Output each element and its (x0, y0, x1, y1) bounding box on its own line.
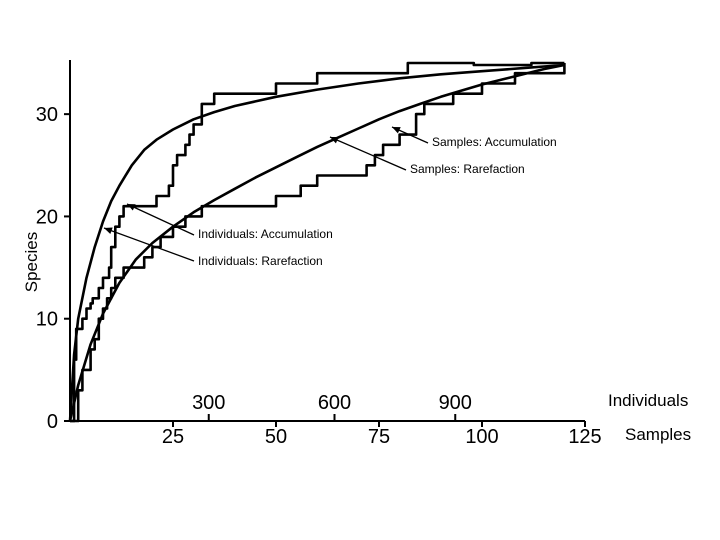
curve-group (68, 61, 566, 423)
annotation-arrowhead-samples-rarefaction (330, 137, 339, 144)
individuals-tick-label: 900 (439, 392, 472, 414)
samples-tick-label: 125 (568, 426, 601, 448)
y-axis-label: Species (22, 232, 41, 292)
samples-axis-label: Samples (625, 425, 691, 444)
individuals-tick-label: 300 (192, 392, 225, 414)
annotation-arrow-samples-rarefaction (329, 136, 407, 171)
y-tick-label: 30 (36, 104, 58, 126)
individuals-axis-label: Individuals (608, 391, 688, 410)
annotation-label-individuals-rarefaction: Individuals: Rarefaction (198, 254, 323, 268)
annotation-arrow-individuals-rarefaction (103, 227, 195, 262)
annotation-label-samples-rarefaction: Samples: Rarefaction (410, 162, 525, 176)
series-individuals-rarefaction-line (68, 63, 565, 422)
annotation-label-individuals-accumulation: Individuals: Accumulation (198, 227, 333, 241)
annotation-arrowhead-samples-accumulation (392, 127, 401, 134)
annotation-label-samples-accumulation: Samples: Accumulation (432, 135, 557, 149)
series-samples-accumulation-line (70, 63, 566, 423)
series-individuals-accumulation-line (70, 61, 565, 423)
samples-tick-label: 75 (368, 426, 390, 448)
samples-tick-label: 25 (162, 426, 184, 448)
tick-group: 0 10 20 30 25 50 75 100 125 300 600 900 (36, 104, 602, 448)
annotation-arrowhead-individuals-accumulation (127, 204, 136, 211)
annotation-arrow-individuals-accumulation (126, 203, 195, 236)
individuals-tick-label: 600 (318, 392, 351, 414)
annotation-arrowhead-individuals-rarefaction (104, 227, 113, 234)
samples-tick-label: 100 (465, 426, 498, 448)
y-tick-label: 20 (36, 206, 58, 228)
samples-tick-label: 50 (265, 426, 287, 448)
y-tick-label: 10 (36, 309, 58, 331)
annotation-group: Samples: Accumulation Samples: Rarefactio… (103, 126, 557, 268)
y-tick-label: 0 (47, 411, 58, 433)
